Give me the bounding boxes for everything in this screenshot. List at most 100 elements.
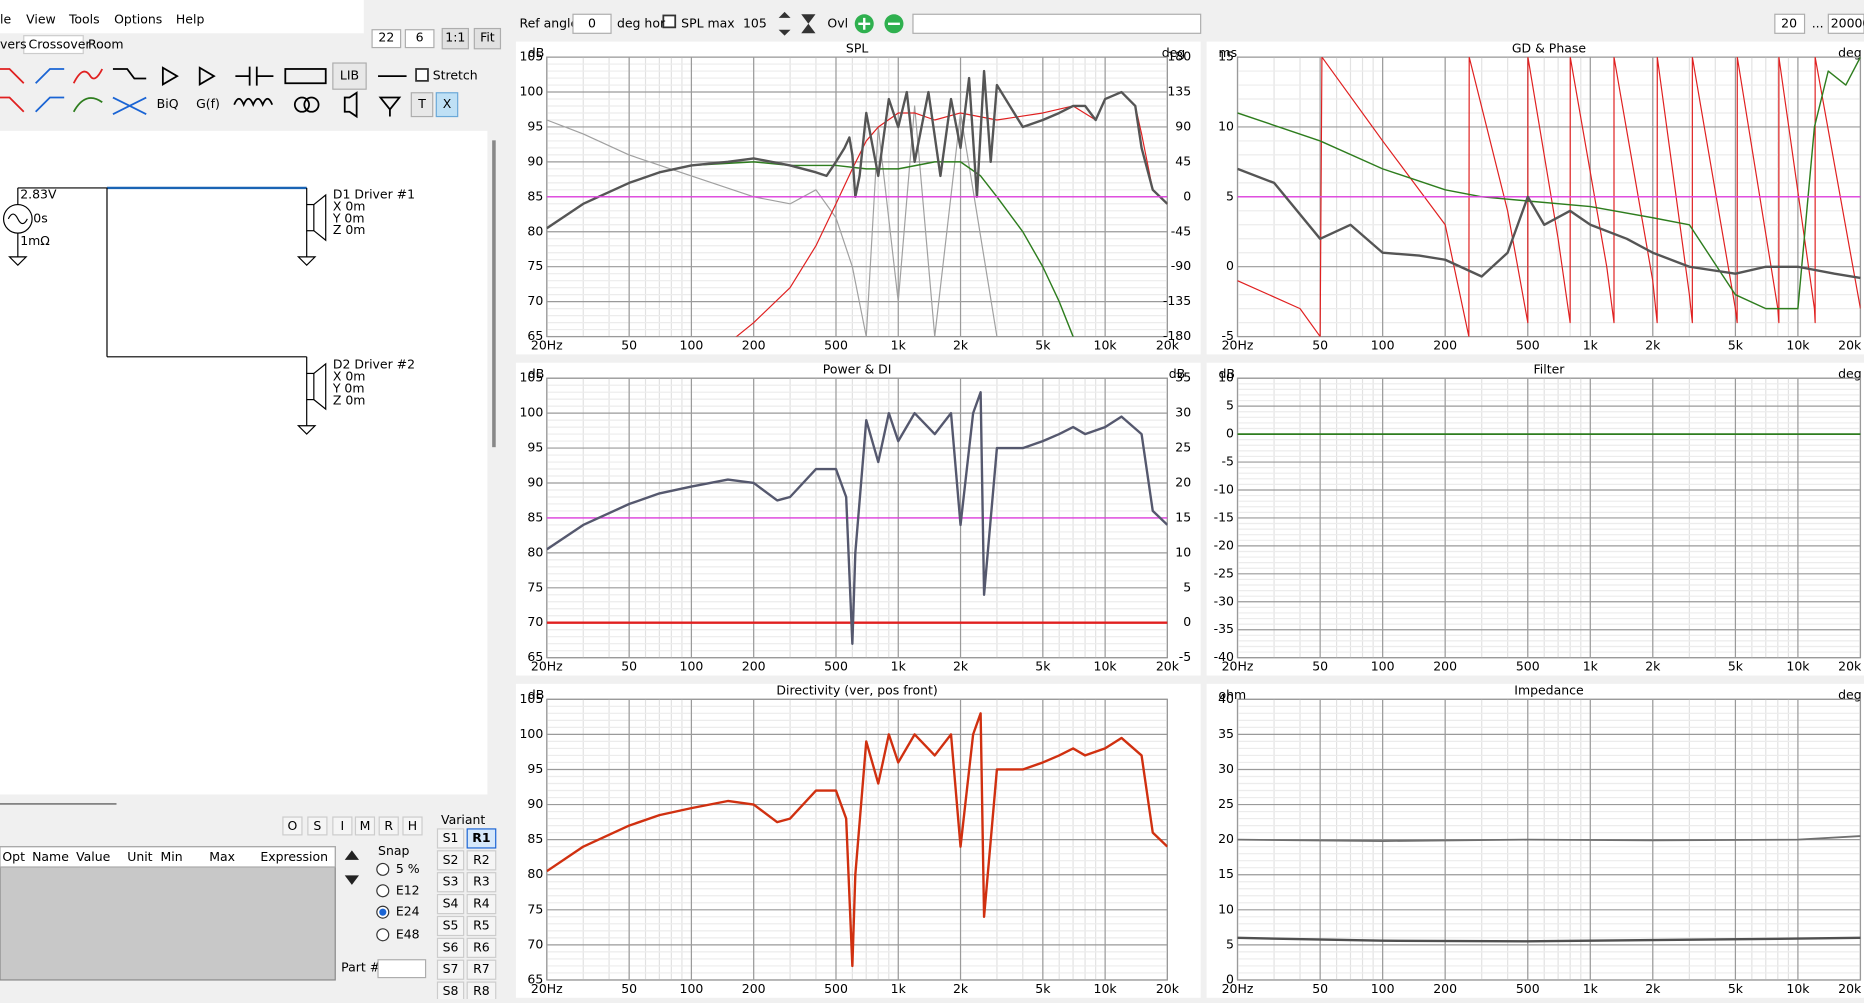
mode-button[interactable] [402,816,423,836]
button[interactable] [473,27,502,50]
radio[interactable] [376,884,390,898]
mode-button[interactable] [307,816,328,836]
variant-label[interactable]: R8 [473,983,490,998]
input[interactable] [404,29,435,49]
radio-label[interactable]: E48 [396,926,420,941]
mode-button[interactable] [354,816,376,836]
menu-item[interactable]: Options [114,12,162,27]
variant-label[interactable]: S3 [443,874,459,889]
variant-button[interactable] [466,937,497,958]
radio[interactable] [376,928,390,942]
mode-button-label[interactable]: I [341,818,345,833]
input[interactable] [572,13,612,34]
variant-label[interactable]: R3 [473,874,490,889]
icon[interactable] [233,97,274,108]
zoom-control[interactable]: 1:1 [445,30,465,45]
variant-label[interactable]: S1 [443,830,459,845]
icon[interactable] [35,96,65,113]
variant-label[interactable]: R7 [473,961,490,976]
icon[interactable] [343,91,358,119]
menu-item[interactable]: Help [176,12,205,27]
variant-label[interactable]: S7 [443,961,459,976]
tab-selected[interactable] [23,35,84,55]
icon[interactable] [112,96,147,115]
menu-item[interactable]: le [0,12,11,27]
variant-button[interactable] [436,872,465,893]
variant-button[interactable] [436,959,465,980]
zoom-control[interactable]: 6 [416,30,424,45]
menu-item[interactable]: View [26,12,56,27]
checkbox[interactable] [662,14,677,29]
variant-button[interactable] [466,828,497,849]
variant-label[interactable]: R4 [473,896,490,911]
mode-button-label[interactable]: R [384,818,393,833]
variant-button[interactable] [436,850,465,871]
icon[interactable] [378,96,402,117]
button[interactable] [332,62,367,90]
variant-button[interactable] [466,959,497,980]
variant-label[interactable]: R6 [473,939,490,954]
button[interactable] [435,92,459,118]
icon[interactable] [303,96,320,113]
mode-button-label[interactable]: H [408,818,417,833]
icon[interactable] [235,66,274,86]
variant-label[interactable]: R2 [473,852,490,867]
input[interactable] [371,29,402,49]
mode-button-label[interactable]: S [313,818,321,833]
variant-label[interactable]: R5 [473,917,490,932]
variant-button[interactable] [436,828,465,849]
radio-label[interactable]: E12 [396,882,420,897]
variant-button[interactable] [466,850,497,871]
mode-button-label[interactable]: O [288,818,298,833]
icon[interactable] [72,68,104,84]
variant-button[interactable] [436,893,465,915]
mode-button-label[interactable]: M [360,818,371,833]
variant-label[interactable]: S5 [443,917,459,932]
variant-label[interactable]: R1 [472,830,490,845]
icon[interactable] [112,68,147,80]
mode-button[interactable] [378,816,399,836]
tab[interactable]: Room [88,37,124,52]
input[interactable] [1827,13,1864,34]
icon[interactable] [0,96,25,113]
menu-item[interactable]: Tools [68,12,100,27]
zoom-control[interactable]: 22 [378,30,394,45]
icon[interactable] [284,68,327,85]
variant-button[interactable] [436,937,465,958]
variant-button[interactable] [466,872,497,893]
icon[interactable] [0,68,25,84]
button-label[interactable]: LIB [340,68,359,83]
checkbox-label[interactable]: SPL max [681,15,735,30]
button[interactable] [410,92,434,118]
variant-button[interactable] [466,915,497,937]
mode-button[interactable] [332,816,353,836]
radio-label[interactable]: E24 [396,904,420,919]
input[interactable] [377,959,427,979]
icon[interactable] [161,66,179,86]
tab[interactable]: Crossover [29,37,92,52]
text-input[interactable] [912,13,1202,34]
zoom-control[interactable]: Fit [480,30,495,45]
variant-label[interactable]: S8 [443,983,459,998]
checkbox[interactable] [415,68,429,82]
checkbox-label[interactable]: Stretch [433,68,478,83]
icon[interactable] [72,97,103,113]
variant-label[interactable]: S6 [443,939,459,954]
icon[interactable] [293,96,310,113]
button-label[interactable]: X [443,96,452,111]
variant-button[interactable] [436,915,465,937]
icon[interactable] [35,68,65,84]
button[interactable] [441,27,469,50]
tab[interactable]: vers [0,37,27,52]
radio-label[interactable]: 5 % [396,861,420,876]
radio[interactable] [376,862,390,876]
button-label[interactable]: T [417,96,426,111]
button-label[interactable]: BiQ [157,96,179,111]
variant-button[interactable] [466,893,497,915]
spinner[interactable] [344,850,360,885]
input[interactable] [1774,13,1806,34]
icon[interactable] [198,66,216,86]
variant-label[interactable]: S2 [443,852,459,867]
mode-button[interactable] [282,816,303,836]
variant-label[interactable]: S4 [443,896,459,911]
